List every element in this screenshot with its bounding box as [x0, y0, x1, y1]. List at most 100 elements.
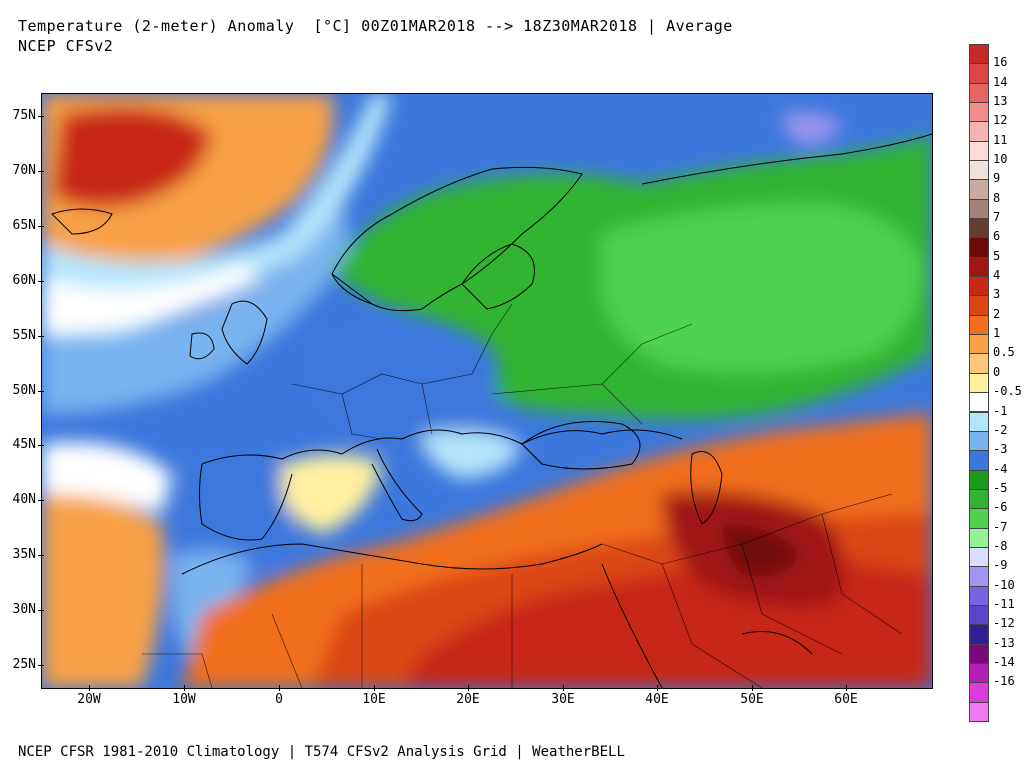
field-west-med-light	[282, 454, 382, 534]
colorbar-swatch	[969, 508, 989, 529]
colorbar-swatch	[969, 256, 989, 278]
colorbar-swatch	[969, 682, 989, 703]
lon-tick	[752, 685, 753, 691]
colorbar-label: 4	[993, 268, 1001, 283]
colorbar-swatch	[969, 624, 989, 645]
colorbar-swatch	[969, 566, 989, 587]
coast-red-sea	[601, 563, 663, 688]
lon-tick	[184, 685, 185, 691]
coast-caspian	[690, 451, 723, 525]
lon-label-60E: 60E	[834, 692, 858, 707]
colorbar-swatch	[969, 353, 989, 374]
border-10	[661, 563, 763, 688]
anomaly-map	[41, 93, 933, 689]
colorbar-swatch	[969, 179, 989, 200]
field-iberia-blue	[192, 450, 295, 564]
lon-tick	[563, 685, 564, 691]
colorbar-swatch	[969, 643, 989, 664]
colorbar-label: -7	[993, 519, 1008, 534]
lat-tick	[38, 281, 44, 282]
colorbar-swatch	[969, 334, 989, 355]
lat-label-30N: 30N	[12, 602, 36, 617]
colorbar-label: 6	[993, 229, 1001, 244]
lon-label-40E: 40E	[645, 692, 669, 707]
borders	[142, 303, 903, 688]
lat-label-70N: 70N	[12, 163, 36, 178]
colorbar-swatch	[969, 604, 989, 626]
colorbar-label: -11	[993, 596, 1015, 611]
field-atlantic-white	[42, 264, 262, 334]
border-11	[741, 543, 843, 655]
colorbar-label: -8	[993, 538, 1008, 553]
lon-label-20E: 20E	[456, 692, 480, 707]
border-3	[421, 383, 433, 435]
colorbar-label: -2	[993, 422, 1008, 437]
lat-label-60N: 60N	[12, 273, 36, 288]
lat-tick	[38, 171, 44, 172]
coast-black-sea	[521, 421, 641, 470]
colorbar-label: 1	[993, 326, 1001, 341]
lon-label-50E: 50E	[740, 692, 764, 707]
lat-label-35N: 35N	[12, 547, 36, 562]
coastlines	[51, 133, 932, 688]
colorbar-label: 10	[993, 152, 1008, 167]
colorbar-label: 16	[993, 55, 1008, 70]
lat-tick	[38, 116, 44, 117]
lon-tick	[657, 685, 658, 691]
colorbar-swatch	[969, 295, 989, 316]
lat-tick	[38, 391, 44, 392]
colorbar-swatch	[969, 469, 989, 490]
colorbar-label: 9	[993, 171, 1001, 186]
coast-norway-west	[331, 273, 373, 305]
lat-label-40N: 40N	[12, 492, 36, 507]
colorbar-swatch	[969, 102, 989, 123]
lon-label-10W: 10W	[172, 692, 196, 707]
footer-credits: NCEP CFSR 1981-2010 Climatology | T574 C…	[18, 744, 625, 760]
border-5	[491, 323, 693, 395]
lon-tick	[846, 685, 847, 691]
colorbar-label: 0	[993, 364, 1001, 379]
border-4	[471, 303, 513, 375]
colorbar-swatch	[969, 44, 989, 65]
anomaly-field	[42, 94, 932, 688]
map-canvas	[42, 94, 932, 688]
field-central-europe-blue	[302, 327, 504, 448]
colorbar	[969, 44, 989, 722]
lon-tick	[279, 685, 280, 691]
colorbar-label: -16	[993, 674, 1015, 689]
lat-tick	[38, 336, 44, 337]
colorbar-swatch	[969, 121, 989, 142]
lat-tick	[38, 445, 44, 446]
colorbar-swatch	[969, 662, 989, 684]
colorbar-label: -14	[993, 654, 1015, 669]
lat-tick	[38, 665, 44, 666]
colorbar-swatch	[969, 276, 989, 297]
colorbar-swatch	[969, 218, 989, 239]
lon-tick	[89, 685, 90, 691]
border-6	[601, 383, 643, 425]
lat-label-75N: 75N	[12, 108, 36, 123]
colorbar-label: -1	[993, 403, 1008, 418]
colorbar-label: -12	[993, 616, 1015, 631]
lat-tick	[38, 226, 44, 227]
border-2	[341, 393, 383, 440]
colorbar-swatch	[969, 82, 989, 103]
colorbar-label: 13	[993, 94, 1008, 109]
colorbar-label: -6	[993, 500, 1008, 515]
colorbar-label: -10	[993, 577, 1015, 592]
lat-tick	[38, 500, 44, 501]
field-nw-hot	[52, 107, 212, 208]
coast-north-africa	[181, 543, 603, 575]
colorbar-label: 2	[993, 306, 1001, 321]
colorbar-label: 8	[993, 190, 1001, 205]
border-13	[271, 613, 303, 688]
border-1	[291, 373, 473, 395]
border-14	[142, 653, 213, 688]
colorbar-swatch	[969, 140, 989, 162]
coast-ireland	[189, 332, 215, 360]
colorbar-swatch	[969, 450, 989, 471]
colorbar-label: -5	[993, 480, 1008, 495]
colorbar-label: 14	[993, 74, 1008, 89]
field-arctic-purple	[782, 112, 842, 144]
coast-italy	[371, 448, 423, 522]
